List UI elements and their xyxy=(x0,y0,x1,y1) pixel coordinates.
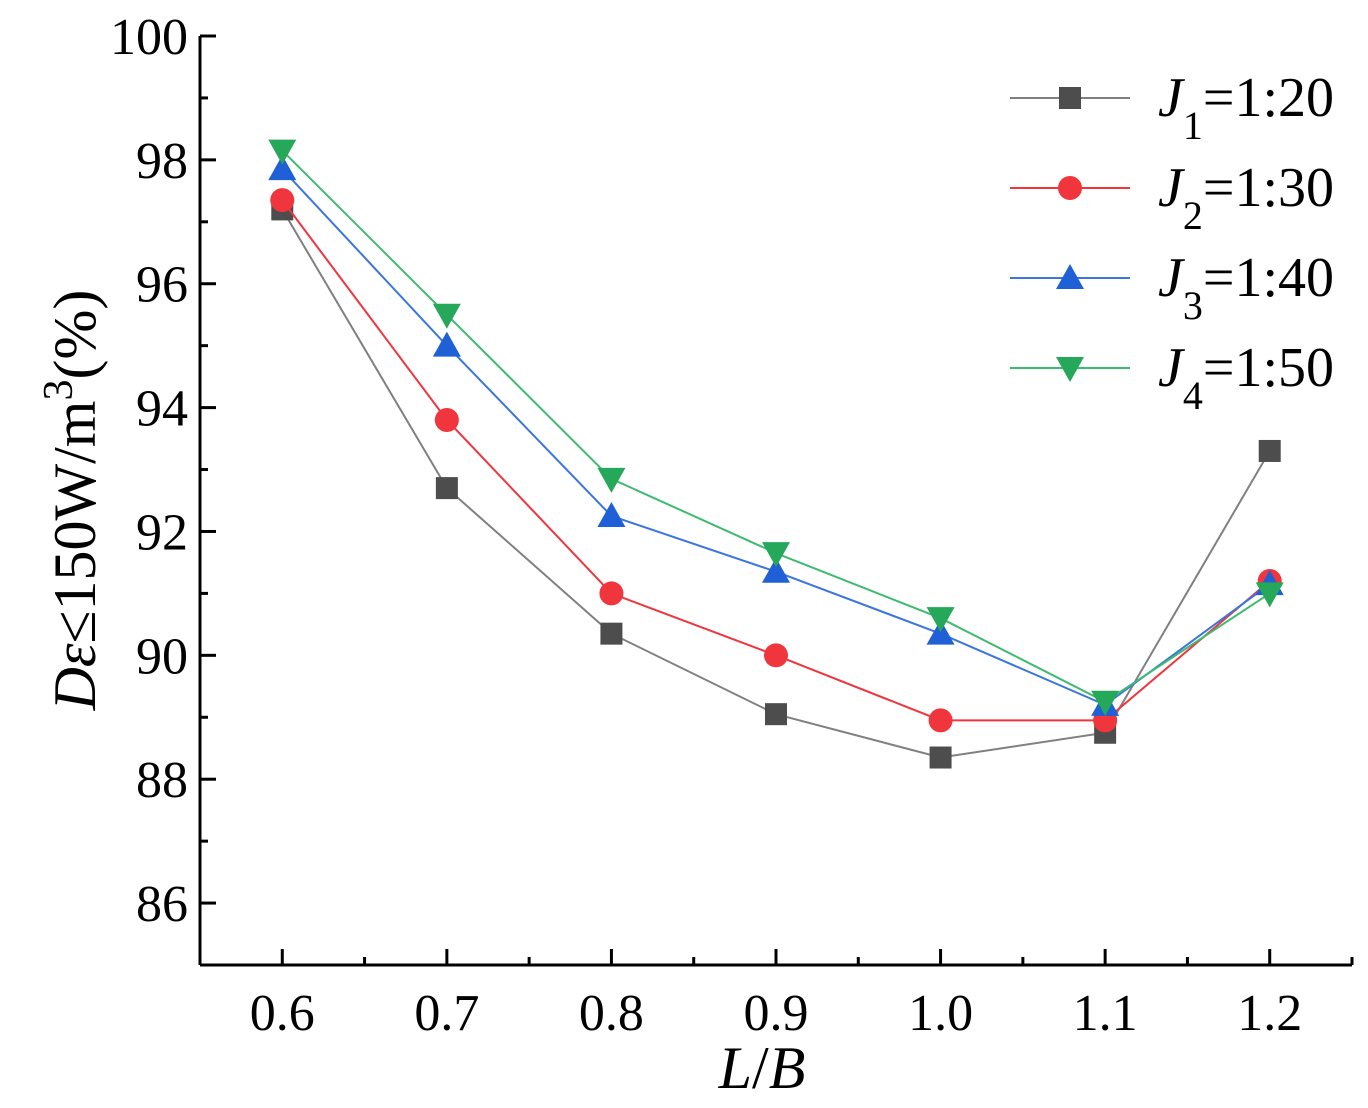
y-axis-sup: 3 xyxy=(36,380,82,401)
series-4-point xyxy=(1255,582,1284,608)
series-3-point xyxy=(597,501,626,527)
y-axis-tail: (%) xyxy=(42,290,108,380)
x-axis-slash: / xyxy=(752,1035,769,1101)
series-4-point xyxy=(432,303,461,329)
legend: J1=1:20 J2=1:30 J3=1:40 J4=1:50 xyxy=(1010,67,1334,418)
x-tick-label: 0.9 xyxy=(744,985,809,1042)
legend-item-2: J2=1:30 xyxy=(1010,157,1334,238)
x-tick-label: 0.8 xyxy=(579,985,644,1042)
legend-marker xyxy=(1059,87,1081,109)
legend-item-3: J3=1:40 xyxy=(1010,247,1334,328)
legend-item-4: J4=1:50 xyxy=(1010,337,1334,418)
series-2-point xyxy=(599,581,624,606)
series-1-point xyxy=(435,477,458,500)
series-4-line xyxy=(281,149,1271,703)
series-3-point xyxy=(762,557,790,583)
series-3-point xyxy=(268,155,297,181)
legend-marker xyxy=(1058,176,1082,200)
axes: 86 88 90 92 94 96 98 100 0.6 0.7 0.8 0.9 1.0 1.1 1.2 xyxy=(110,9,1354,1042)
series-3-line xyxy=(281,168,1271,707)
y-tick-label: 90 xyxy=(136,628,188,685)
series-2-point xyxy=(764,643,788,668)
series-2-point xyxy=(434,407,459,432)
x-tick-label: 0.7 xyxy=(414,985,479,1042)
y-tick-label: 100 xyxy=(110,9,188,66)
legend-label: J2=1:30 xyxy=(1158,157,1334,238)
series-1 xyxy=(271,198,1281,769)
y-axis-title: Dε≤150W/m3(%) xyxy=(36,290,108,712)
y-tick-label: 96 xyxy=(136,257,188,314)
series-3 xyxy=(268,155,1284,716)
legend-label: J1=1:20 xyxy=(1158,67,1334,148)
series-4-point xyxy=(1091,690,1120,716)
x-tick-label: 1.2 xyxy=(1237,985,1302,1042)
series-4-point xyxy=(597,467,626,493)
series-4-point xyxy=(268,139,297,165)
series-2-point xyxy=(928,708,953,733)
y-tick-label: 86 xyxy=(136,876,188,933)
series-1-point xyxy=(929,746,952,769)
series-3-point xyxy=(432,331,461,357)
x-tick-label: 1.0 xyxy=(908,985,973,1042)
series-4-point xyxy=(762,542,790,568)
x-tick-label: 0.6 xyxy=(250,985,315,1042)
series-2 xyxy=(270,188,1282,733)
series-4 xyxy=(268,139,1284,716)
x-axis-title: L/B xyxy=(718,1035,806,1101)
x-tick-label: 1.1 xyxy=(1073,985,1138,1042)
legend-label: J3=1:40 xyxy=(1158,247,1334,328)
series-1-point xyxy=(765,703,787,726)
legend-item-1: J1=1:20 xyxy=(1010,67,1334,148)
x-axis-var-b: B xyxy=(769,1035,806,1101)
series-1-point xyxy=(600,622,623,645)
y-tick-label: 98 xyxy=(136,133,188,190)
y-axis-var: Dε xyxy=(42,643,108,711)
y-tick-label: 92 xyxy=(136,504,188,561)
series-2-point xyxy=(270,188,295,213)
y-axis-rest: ≤150W/m xyxy=(42,401,108,644)
legend-label: J4=1:50 xyxy=(1158,337,1334,418)
y-tick-label: 88 xyxy=(136,752,188,809)
legend-marker xyxy=(1056,264,1084,289)
x-axis-var-l: L xyxy=(718,1035,752,1101)
series-4-point xyxy=(926,607,955,633)
series-1-line xyxy=(281,208,1271,759)
series-1-point xyxy=(1258,439,1281,462)
legend-marker xyxy=(1056,357,1084,382)
y-tick-label: 94 xyxy=(136,381,188,438)
series-group xyxy=(268,139,1284,769)
